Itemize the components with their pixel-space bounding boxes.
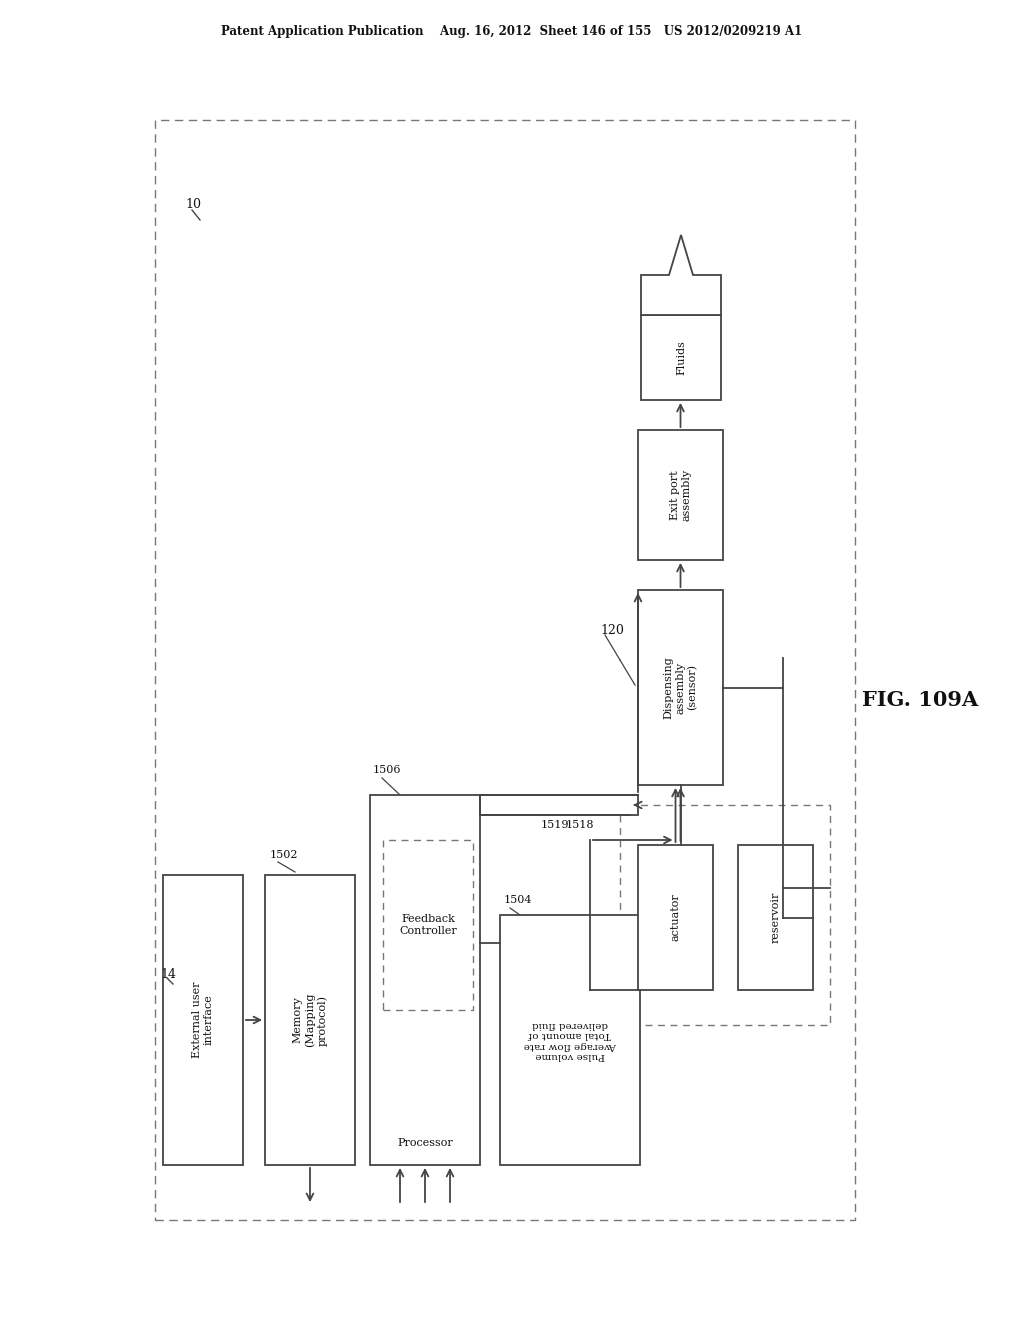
Bar: [155, 120, 855, 1220]
Bar: [738, 845, 813, 990]
Bar: [265, 875, 355, 1166]
Text: Dispensing
assembly
(sensor): Dispensing assembly (sensor): [664, 656, 697, 719]
Text: 1504: 1504: [504, 895, 532, 906]
Text: Fluids: Fluids: [676, 341, 686, 375]
Text: 1506: 1506: [373, 766, 401, 775]
Bar: [163, 875, 243, 1166]
Bar: [480, 795, 638, 814]
Text: Memory
(Mapping
protocol): Memory (Mapping protocol): [293, 993, 328, 1047]
Text: 1518: 1518: [566, 820, 595, 830]
Bar: [641, 315, 721, 400]
Text: 10: 10: [185, 198, 201, 211]
Text: 1502: 1502: [270, 850, 299, 861]
Bar: [370, 795, 480, 1166]
Bar: [638, 590, 723, 785]
Text: External user
interface: External user interface: [193, 982, 214, 1059]
Text: Feedback
Controller: Feedback Controller: [399, 915, 457, 936]
Text: Processor: Processor: [397, 1138, 453, 1148]
Bar: [638, 845, 713, 990]
Text: 1519: 1519: [541, 820, 569, 830]
Text: actuator: actuator: [671, 894, 681, 941]
Text: 120: 120: [600, 623, 624, 636]
Bar: [500, 915, 640, 1166]
Text: Pulse volume
Average flow rate
Total amount of
delivered fluid: Pulse volume Average flow rate Total amo…: [523, 1020, 616, 1060]
Text: Patent Application Publication    Aug. 16, 2012  Sheet 146 of 155   US 2012/0209: Patent Application Publication Aug. 16, …: [221, 25, 803, 38]
Text: 14: 14: [160, 969, 176, 982]
Text: Exit port
assembly: Exit port assembly: [670, 469, 691, 521]
Text: FIG. 109A: FIG. 109A: [862, 690, 978, 710]
Text: reservoir: reservoir: [770, 892, 780, 944]
Bar: [638, 430, 723, 560]
Bar: [620, 805, 830, 1026]
Bar: [383, 840, 473, 1010]
Polygon shape: [641, 235, 721, 315]
